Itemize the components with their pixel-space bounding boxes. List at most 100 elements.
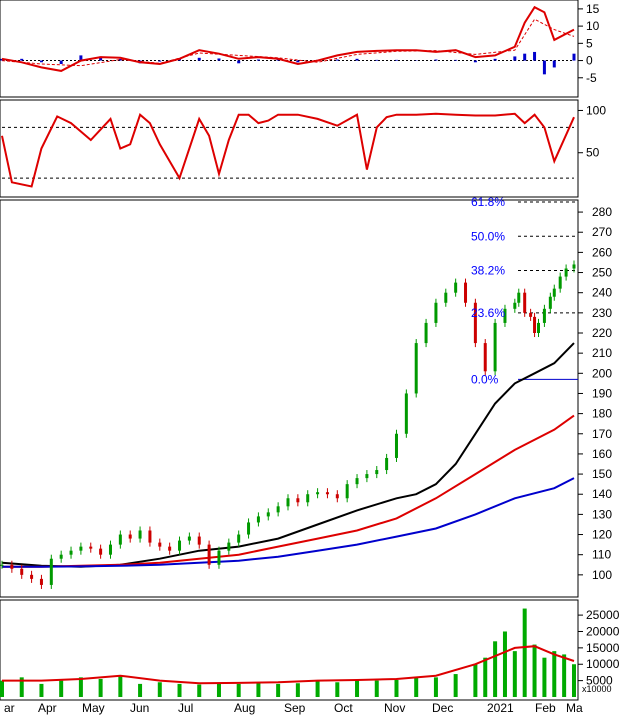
fib-label: 38.2% — [471, 264, 505, 278]
price-bar — [276, 506, 280, 513]
price-tick-label: 110 — [592, 548, 611, 562]
volume-tick-label: 20000 — [586, 625, 620, 639]
price-bar — [0, 564, 4, 566]
price-bar — [79, 546, 83, 551]
macd-tick-label: -5 — [586, 71, 597, 85]
price-ma-red-line — [2, 414, 575, 568]
volume-tick-label: 15000 — [586, 641, 620, 655]
macd-tick-label: 5 — [586, 36, 593, 50]
price-bar — [118, 534, 122, 545]
volume-bar — [138, 683, 143, 697]
price-bar — [59, 554, 63, 559]
volume-bar — [98, 678, 103, 697]
price-bar — [108, 544, 112, 555]
price-bar — [207, 544, 211, 565]
price-bar — [325, 492, 329, 495]
price-bar — [424, 322, 428, 344]
price-axis: 280 270 260 250 240 230 220 210 200 190 … — [578, 205, 612, 582]
volume-bar — [453, 674, 458, 697]
fib-label: 23.6% — [471, 306, 505, 320]
x-tick-label: Sep — [284, 701, 306, 715]
price-bar — [414, 343, 418, 394]
macd-histogram-bar — [454, 59, 458, 61]
price-tick-label: 220 — [592, 326, 612, 340]
price-tick-label: 150 — [592, 467, 612, 481]
x-tick-label: ar — [4, 701, 15, 715]
price-tick-label: 100 — [592, 568, 612, 582]
macd-histogram-bar — [394, 59, 398, 61]
macd-tick-label: 10 — [586, 19, 600, 33]
price-bar — [355, 478, 359, 485]
x-tick-label: Jun — [130, 701, 149, 715]
price-tick-label: 190 — [592, 387, 612, 401]
price-bar — [483, 343, 487, 372]
x-tick-label: 2021 — [487, 701, 514, 715]
price-bar — [542, 308, 546, 323]
volume-bar — [572, 664, 576, 697]
price-tick-label: 250 — [592, 266, 612, 280]
price-bar — [503, 308, 507, 323]
price-bar — [148, 530, 152, 543]
macd-histogram-bar — [39, 60, 43, 63]
price-bar — [168, 546, 172, 551]
price-bar — [529, 312, 533, 317]
price-bar — [335, 494, 339, 499]
volume-ma-line — [2, 645, 575, 685]
macd-line — [1, 5, 575, 72]
macd-histogram-bar — [99, 56, 103, 61]
macd-histogram-bar — [493, 58, 497, 61]
macd-histogram-bar — [178, 59, 182, 61]
price-bar — [572, 264, 576, 269]
volume-bar — [414, 678, 419, 697]
macd-histogram-bar — [572, 53, 576, 61]
x-tick-label: Feb — [535, 701, 556, 715]
volume-bar — [552, 651, 557, 697]
price-bar — [493, 322, 497, 372]
macd-panel: 15 10 5 0 -5 — [0, 0, 600, 98]
price-bar — [266, 512, 270, 517]
price-bar — [306, 494, 310, 503]
volume-bar — [512, 651, 517, 697]
volume-bar — [118, 675, 123, 697]
volume-bar — [335, 682, 340, 697]
price-bar — [375, 470, 379, 475]
macd-histogram-bar — [237, 60, 241, 64]
price-tick-label: 240 — [592, 286, 612, 300]
macd-histogram-bar — [355, 58, 359, 61]
volume-bar — [473, 664, 478, 697]
price-bar — [564, 268, 568, 277]
x-tick-label: Nov — [384, 701, 405, 715]
macd-histogram-bar — [256, 59, 260, 61]
volume-plot — [0, 608, 576, 697]
price-tick-label: 270 — [592, 225, 612, 239]
macd-histogram-bar — [118, 58, 122, 61]
volume-tick-label: 10000 — [586, 657, 620, 671]
price-bar — [69, 550, 73, 555]
volume-bar — [532, 644, 537, 697]
volume-unit-label: x10000 — [582, 684, 612, 694]
price-bar — [404, 393, 408, 434]
volume-bar — [493, 641, 498, 697]
volume-bar — [236, 683, 241, 697]
macd-histogram-bar — [542, 60, 546, 75]
macd-histogram-bar — [217, 58, 221, 61]
price-tick-label: 210 — [592, 346, 612, 360]
price-bar — [473, 302, 477, 344]
price-bar — [286, 498, 290, 507]
macd-histogram-bar — [79, 55, 83, 61]
price-bar — [444, 292, 448, 303]
price-bar — [128, 534, 132, 539]
price-bar — [394, 433, 398, 458]
price-bar — [237, 534, 241, 543]
volume-bar — [562, 654, 567, 697]
macd-tick-label: 0 — [586, 54, 593, 68]
price-bar — [464, 282, 468, 303]
macd-frame — [0, 0, 579, 98]
price-bar — [49, 558, 53, 585]
macd-signal-line — [1, 18, 575, 67]
stochastic-line — [1, 112, 575, 188]
volume-bar — [483, 657, 488, 697]
price-bar — [138, 530, 142, 539]
volume-bar — [0, 680, 4, 697]
